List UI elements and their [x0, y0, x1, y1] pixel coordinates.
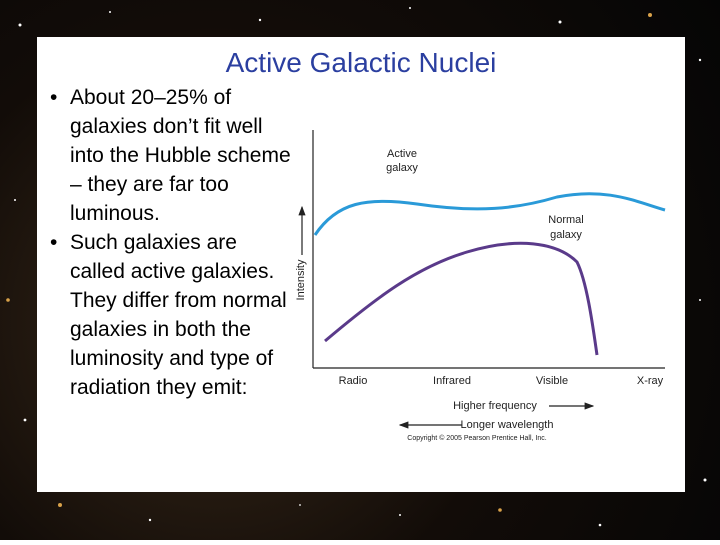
arrow-label: Longer wavelength: [461, 419, 554, 431]
curve-label: Active: [387, 148, 417, 160]
arrow-label: Higher frequency: [453, 400, 537, 412]
bullet: About 20–25% of galaxies don’t fit well …: [50, 83, 292, 228]
y-axis-label: Intensity: [295, 259, 307, 300]
slide-title: Active Galactic Nuclei: [225, 47, 497, 78]
copyright: Copyright © 2005 Pearson Prentice Hall, …: [407, 434, 546, 442]
curve-label: galaxy: [550, 229, 582, 241]
x-label: Visible: [536, 375, 568, 387]
curve-label: Normal: [548, 214, 583, 226]
bullet: Such galaxies are called active galaxies…: [50, 228, 292, 402]
spectrum-figure: Intensity Active galaxy Normal galaxy Ra…: [295, 130, 666, 442]
x-label: Radio: [339, 375, 368, 387]
slide-panel: Active Galactic Nuclei About 20–25% of g…: [37, 37, 685, 492]
x-label: X-ray: [637, 375, 664, 387]
x-label: Infrared: [433, 375, 471, 387]
active-galaxy-curve: [313, 192, 666, 236]
curve-label: galaxy: [386, 162, 418, 174]
normal-galaxy-curve: [324, 241, 599, 356]
bullet-list: About 20–25% of galaxies don’t fit well …: [50, 83, 292, 402]
